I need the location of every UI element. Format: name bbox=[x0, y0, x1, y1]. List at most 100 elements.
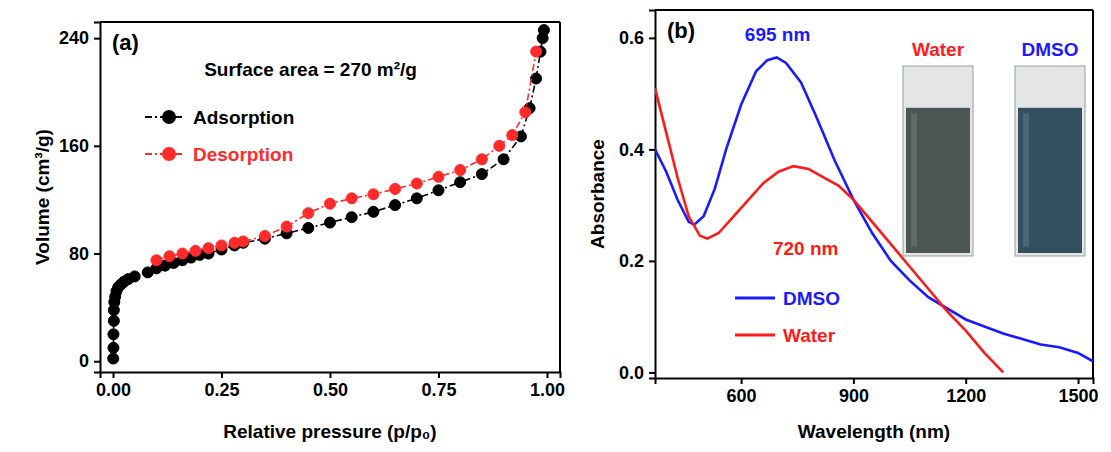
figure: 0.000.250.500.751.00080160240Relative pr… bbox=[0, 0, 1111, 452]
plot-area bbox=[108, 25, 550, 364]
tick: 0 bbox=[79, 351, 100, 371]
series-point bbox=[433, 171, 444, 182]
frame-line bbox=[655, 9, 1093, 11]
series-point bbox=[346, 193, 357, 204]
tick: 600 bbox=[727, 378, 757, 406]
legend: DMSO Water bbox=[735, 288, 840, 346]
tick-mark bbox=[94, 253, 100, 255]
tick-mark bbox=[965, 378, 967, 384]
y-axis: 0 80 160 240 bbox=[59, 23, 101, 373]
tick-label: 80 bbox=[69, 244, 89, 264]
series-point bbox=[476, 169, 487, 180]
panel: 0.000.250.500.751.00080160240Relative pr… bbox=[32, 22, 566, 442]
series-point bbox=[325, 198, 336, 209]
series-point bbox=[325, 217, 336, 228]
tick-mark bbox=[1078, 378, 1080, 384]
series-line bbox=[655, 88, 1003, 372]
y-axis: 0.00.20.40.6 bbox=[619, 11, 656, 383]
tick: 80 bbox=[69, 244, 100, 264]
cuvette-glass bbox=[1015, 66, 1085, 256]
tick-label: 240 bbox=[59, 28, 89, 48]
series-point bbox=[531, 46, 542, 57]
tick-mark bbox=[438, 372, 440, 378]
legend-marker bbox=[162, 110, 176, 124]
tick-mark bbox=[94, 38, 100, 40]
panel-label: (a) bbox=[112, 30, 139, 55]
tick: 1500 bbox=[1059, 378, 1099, 406]
tick-mark bbox=[113, 372, 115, 378]
tick-label: 0.0 bbox=[619, 363, 644, 383]
series-point bbox=[203, 243, 214, 254]
panel-label: (b) bbox=[667, 18, 695, 43]
tick-label: 0 bbox=[79, 351, 89, 371]
series-point bbox=[190, 245, 201, 256]
tick: 160 bbox=[59, 136, 100, 156]
legend-label: Adsorption bbox=[193, 107, 294, 128]
series-point bbox=[151, 255, 162, 266]
tick-label: 0.50 bbox=[313, 380, 348, 400]
series-point bbox=[368, 189, 379, 200]
legend: Adsorption Desorption bbox=[145, 107, 294, 165]
cuvette-liquid bbox=[1018, 108, 1082, 253]
plot-area bbox=[655, 57, 1093, 372]
legend-line bbox=[735, 297, 775, 300]
legend-marker bbox=[162, 147, 176, 161]
series-point bbox=[520, 107, 531, 118]
tick: 1200 bbox=[946, 378, 986, 406]
tick-label: 0.00 bbox=[96, 380, 131, 400]
legend-label: Water bbox=[783, 325, 836, 346]
series-point bbox=[346, 212, 357, 223]
tick-label: 1200 bbox=[946, 386, 986, 406]
series-point bbox=[108, 329, 119, 340]
series-point bbox=[390, 183, 401, 194]
series-point bbox=[216, 240, 227, 251]
inset-cuvette bbox=[1015, 66, 1085, 256]
tick: 0.75 bbox=[421, 372, 456, 400]
tick-label: 0.2 bbox=[619, 251, 644, 271]
legend-label: Desorption bbox=[193, 144, 293, 165]
series-point bbox=[108, 353, 119, 364]
axis-line bbox=[94, 23, 101, 373]
tick: 240 bbox=[59, 28, 100, 48]
x-axis-title: Wavelength (nm) bbox=[798, 421, 950, 442]
series-point bbox=[129, 271, 140, 282]
inset-cuvette bbox=[903, 66, 973, 256]
tick-mark bbox=[649, 149, 655, 151]
tick-mark bbox=[94, 145, 100, 147]
tick: 0.50 bbox=[313, 372, 348, 400]
series-point bbox=[411, 178, 422, 189]
series-point bbox=[164, 251, 175, 262]
tick: 1.00 bbox=[530, 372, 565, 400]
series-point bbox=[538, 25, 549, 36]
tick: 0.00 bbox=[96, 372, 131, 400]
series-point bbox=[433, 185, 444, 196]
legend-label: DMSO bbox=[783, 288, 840, 309]
tick: 0.4 bbox=[619, 140, 655, 160]
frame-line bbox=[1092, 10, 1094, 378]
series-point bbox=[455, 165, 466, 176]
tick-mark bbox=[741, 378, 743, 384]
tick-label: 1500 bbox=[1059, 386, 1099, 406]
y-axis-title: Volume (cm³/g) bbox=[32, 129, 53, 265]
tick-mark bbox=[649, 37, 655, 39]
tick-mark bbox=[649, 372, 655, 374]
series-point bbox=[507, 130, 518, 141]
tick-label: 0.4 bbox=[619, 140, 644, 160]
tick-label: 900 bbox=[839, 386, 869, 406]
series-point bbox=[303, 222, 314, 233]
panel: 600900120015000.00.20.40.6Wavelength (nm… bbox=[587, 10, 1099, 442]
series-point bbox=[390, 200, 401, 211]
series-point bbox=[411, 193, 422, 204]
annotation: 695 nm bbox=[745, 24, 810, 45]
series-point bbox=[303, 208, 314, 219]
series-line bbox=[113, 30, 544, 358]
tick: 0.25 bbox=[204, 372, 239, 400]
series-point bbox=[238, 236, 249, 247]
annotation: 720 nm bbox=[773, 238, 838, 259]
tick-mark bbox=[221, 372, 223, 378]
cuvette-highlight bbox=[1023, 114, 1029, 247]
cuvette-highlight bbox=[911, 114, 917, 247]
frame-line bbox=[559, 22, 561, 372]
series-point bbox=[455, 177, 466, 188]
tick-mark bbox=[330, 372, 332, 378]
